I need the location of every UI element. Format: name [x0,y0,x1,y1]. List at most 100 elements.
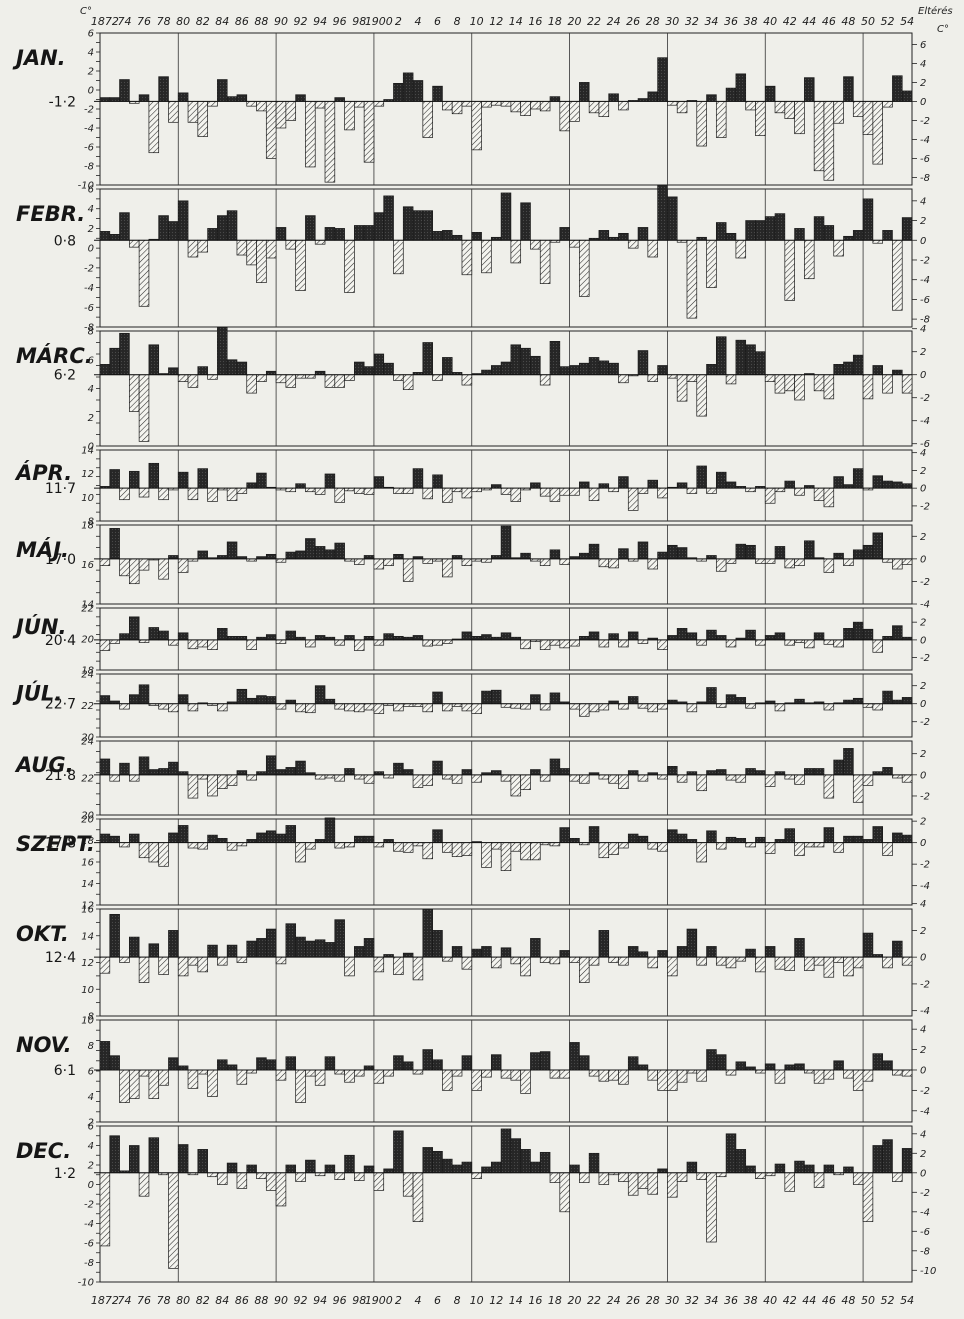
bar-1885 [226,944,238,958]
bar-1950 [862,544,874,560]
bar-1891 [285,699,297,705]
right-tick-label: 0 [920,1065,926,1076]
bar-1943 [794,774,805,785]
bar-1925 [618,956,629,966]
left-tick-label: 2 [88,224,94,235]
year-label-top: 90 [274,15,288,28]
bar-1934 [706,770,717,776]
bar-1922 [588,357,600,376]
bar-1907 [442,956,453,962]
bar-1932 [686,928,698,958]
bar-1922 [588,487,600,501]
bar-1910 [471,635,482,641]
bar-1906 [432,374,443,381]
bar-1927 [637,951,649,958]
bar-1907 [442,487,453,503]
bar-1905 [422,1147,433,1174]
bar-1951 [872,639,884,653]
bar-1912 [490,484,502,489]
bar-1900 [373,1172,385,1191]
bar-1917 [539,101,551,112]
bar-1890 [275,374,287,384]
bar-1946 [823,558,835,573]
bar-1935 [715,956,727,966]
bar-1951 [872,1145,884,1174]
bar-1919 [559,366,570,376]
bar-1945 [813,842,825,848]
bar-1916 [530,938,541,958]
bar-1904 [412,635,424,641]
year-label-bottom: 20 [567,1294,581,1307]
bar-1932 [686,632,698,641]
bar-1904 [412,80,424,102]
bar-1906 [432,760,443,776]
bar-1923 [598,558,610,568]
bar-1899 [363,938,375,958]
bar-1950 [862,774,874,786]
bar-1896 [334,228,345,241]
bar-1909 [461,239,473,276]
bar-1943 [794,558,805,566]
bar-1942 [784,956,795,971]
bar-1922 [588,956,600,966]
bar-1888 [256,239,267,283]
bar-1880 [177,1065,189,1071]
bar-1929 [657,184,668,241]
bar-1930 [667,766,678,776]
bar-1919 [559,639,570,649]
bar-1946 [823,101,835,181]
right-tick-label: 0 [920,370,926,381]
bar-1882 [197,774,208,780]
year-label-bottom: 6 [434,1294,441,1307]
unit-right-label-line1: Eltérés [918,5,953,17]
bar-1927 [637,639,649,644]
left-tick-label: 8 [88,1012,94,1023]
right-tick-label: -2 [920,116,930,127]
bar-1934 [706,946,717,958]
bar-1948 [843,835,854,844]
right-tick-label: 2 [920,1045,926,1056]
bar-1940 [764,842,776,854]
left-tick-label: 10 [81,1016,94,1027]
year-label-bottom: 92 [294,1294,308,1307]
bar-1922 [588,543,600,560]
bar-1951 [872,532,884,560]
bar-1886 [236,770,248,776]
year-label-top: 98 [352,15,366,28]
bar-1924 [608,633,619,641]
bar-1888 [256,472,267,489]
bar-1929 [657,950,668,958]
left-tick-label: 18 [81,666,94,677]
right-tick-label: -6 [920,154,930,165]
bar-1910 [471,101,482,151]
bar-1927 [637,227,649,241]
year-label-bottom: 78 [157,1294,171,1307]
bar-1923 [598,230,610,241]
bar-1902 [393,703,404,712]
bar-1927 [637,541,649,560]
left-tick-label: 22 [81,604,94,615]
bar-1936 [725,836,737,844]
year-label-top: 74 [117,15,131,28]
bar-1897 [344,1154,355,1174]
bar-1931 [676,374,688,402]
bar-1934 [706,555,717,560]
bar-1903 [402,952,414,958]
bar-1896 [334,703,345,710]
year-label-bottom: 38 [744,1294,758,1307]
bar-1907 [442,842,453,853]
bar-1877 [148,769,160,776]
bar-1931 [676,1069,688,1083]
bar-1933 [696,956,707,966]
month-label: MÁJ. [16,537,69,562]
bar-1901 [383,1168,394,1174]
bar-1942 [784,374,795,392]
bar-1884 [217,628,228,641]
bar-1915 [520,101,531,117]
bar-1877 [148,627,160,641]
bar-1917 [539,1151,551,1174]
bar-1943 [794,698,805,705]
